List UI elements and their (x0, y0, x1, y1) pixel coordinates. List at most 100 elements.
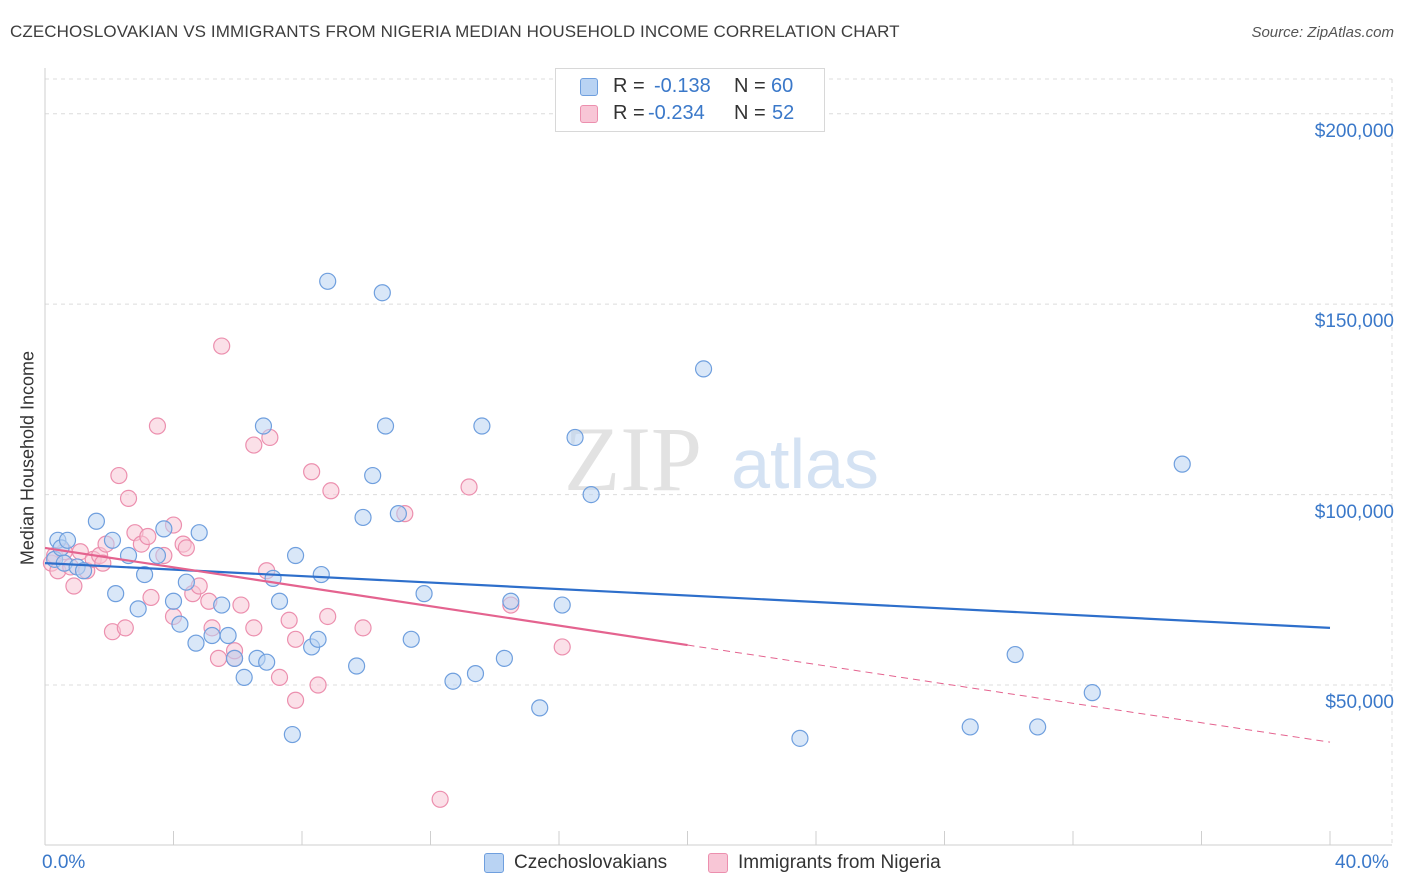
legend-swatch-pink (708, 853, 728, 873)
stats-n-value: 60 (771, 75, 794, 97)
czechoslovakian-point (270, 592, 289, 610)
czechoslovakian-point (309, 630, 327, 648)
czechoslovakian-point (254, 417, 273, 435)
chart-title: CZECHOSLOVAKIAN VS IMMIGRANTS FROM NIGER… (10, 22, 900, 41)
stats-swatch-pink (580, 105, 598, 123)
stats-n-value: 52 (772, 102, 795, 124)
nigeria-point (245, 619, 263, 637)
czechoslovakian-point (582, 485, 600, 504)
nigeria-point (553, 638, 571, 656)
czechoslovakian-point (354, 508, 372, 527)
nigeria-point (322, 482, 340, 500)
nigeria-point (303, 463, 321, 481)
stats-r-label: R = (613, 102, 645, 124)
nigeria-point (65, 577, 83, 595)
nigeria-point (309, 676, 327, 694)
czechoslovakian-point (1006, 645, 1024, 664)
czechoslovakian-point (107, 585, 125, 603)
czechoslovakian-point (87, 512, 106, 530)
nigeria-point (139, 527, 157, 546)
czechoslovakian-point (190, 524, 208, 542)
x-tick-label-min: 0.0% (42, 852, 86, 873)
czechoslovakian-point (444, 672, 462, 690)
czechoslovakian-point (502, 592, 520, 610)
trend-line-nigeria (687, 644, 1331, 743)
czechoslovakian-point (961, 718, 979, 736)
nigeria-point (148, 417, 167, 435)
czechoslovakian-point (225, 649, 244, 667)
nigeria-point (431, 790, 449, 808)
czechoslovakian-point (148, 546, 167, 565)
stats-r-value: -0.138 (654, 75, 711, 97)
czechoslovakian-point (319, 272, 337, 290)
czechoslovakian-point (155, 520, 173, 538)
czechoslovakian-point (1173, 455, 1191, 473)
czechoslovakian-point (531, 699, 549, 717)
czechoslovakian-point (164, 592, 183, 610)
czechoslovakian-point (74, 562, 93, 580)
czechoslovakian-point (1083, 684, 1101, 702)
nigeria-point (213, 337, 231, 355)
nigeria-point (142, 588, 160, 607)
watermark-atlas: atlas (731, 425, 879, 503)
nigeria-point (354, 619, 372, 637)
czechoslovakian-point (177, 573, 195, 591)
nigeria-point (245, 436, 263, 454)
y-tick-label: $50,000 (1325, 692, 1394, 714)
legend-label: Immigrants from Nigeria (738, 852, 941, 873)
czechoslovakian-point (389, 505, 407, 523)
czechoslovakian-point (103, 531, 122, 549)
nigeria-point (119, 489, 138, 507)
czechoslovakian-point (1029, 718, 1047, 736)
nigeria-point (270, 668, 289, 687)
czechoslovakian-point (415, 585, 433, 603)
czechoslovakian-point (187, 634, 205, 652)
czechoslovakian-point (364, 466, 382, 485)
nigeria-point (209, 649, 228, 667)
legend-label: Czechoslovakians (514, 852, 668, 873)
czechoslovakian-point (373, 284, 391, 302)
stats-box: R = -0.138 N = 60 R = -0.234 N = 52 (555, 68, 825, 132)
nigeria-point (460, 478, 478, 496)
czechoslovakian-point (203, 626, 221, 645)
x-tick-label-max: 40.0% (1335, 852, 1389, 873)
watermark: ZIP atlas (564, 408, 879, 510)
czechoslovakian-point (553, 596, 571, 614)
czechoslovakian-point (791, 729, 809, 747)
stats-swatch-blue (580, 78, 598, 96)
czechoslovakian-point (235, 668, 253, 687)
czechoslovakian-point (213, 596, 231, 614)
y-axis-label: Median Household Income (17, 350, 38, 566)
nigeria-point (286, 630, 305, 648)
czechoslovakian-point (283, 725, 301, 744)
czechoslovakian-point (402, 630, 420, 648)
nigeria-point (319, 607, 337, 626)
nigeria-point (286, 691, 305, 709)
czechoslovakian-point (219, 626, 237, 645)
nigeria-point (110, 466, 128, 485)
y-tick-label: $200,000 (1314, 120, 1394, 142)
nigeria-point (177, 539, 195, 557)
axes (44, 68, 1392, 846)
legend-swatch-blue (484, 853, 504, 873)
source-credit: Source: ZipAtlas.com (1251, 24, 1394, 41)
czechoslovakian-point (135, 565, 154, 584)
stats-r-value: -0.234 (648, 102, 705, 124)
czechoslovakian-point (171, 615, 189, 633)
czechoslovakian-point (376, 417, 395, 435)
czechoslovakian-point (694, 360, 713, 378)
trend-line-nigeria (44, 546, 688, 647)
series-czechoslovakians-points (46, 272, 1191, 747)
y-tick-label: $100,000 (1314, 501, 1394, 523)
czechoslovakian-point (566, 428, 584, 447)
nigeria-point (116, 619, 134, 637)
stats-n-label: N = (734, 102, 766, 124)
czechoslovakian-point (348, 657, 366, 675)
czechoslovakian-point (473, 417, 491, 435)
y-tick-label: $150,000 (1314, 311, 1394, 333)
nigeria-point (280, 611, 298, 629)
czechoslovakian-point (286, 546, 305, 565)
trend-lines (44, 546, 1331, 743)
nigeria-point (232, 596, 250, 614)
